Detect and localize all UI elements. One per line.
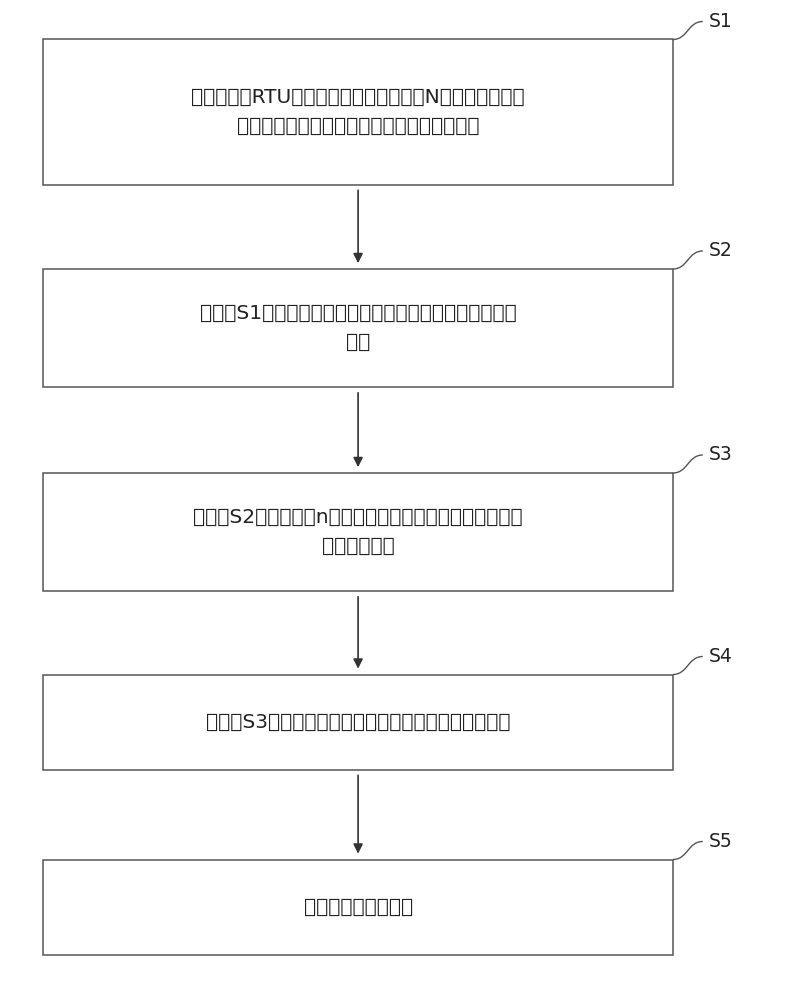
Bar — [43, 269, 673, 387]
Text: S5: S5 — [709, 832, 733, 851]
Bar — [43, 39, 673, 184]
Text: S3: S3 — [709, 446, 733, 464]
Text: S2: S2 — [709, 241, 733, 260]
Text: S4: S4 — [709, 647, 733, 666]
Bar — [43, 859, 673, 954]
Text: 对步骤S1重组的位移数据点进行数据增强，扩大到个点数
据集: 对步骤S1重组的位移数据点进行数据增强，扩大到个点数 据集 — [200, 304, 516, 352]
Bar — [43, 674, 673, 770]
Text: S1: S1 — [709, 12, 733, 31]
Text: 对步骤S3得到的函数进行代入计算，得出新位移数据集: 对步骤S3得到的函数进行代入计算，得出新位移数据集 — [206, 712, 510, 732]
Bar — [43, 473, 673, 591]
Text: 组成新的示功图数据: 组成新的示功图数据 — [304, 898, 412, 916]
Text: 井口控制器RTU根据冲程周期定间隔采集N点集载荷位移原
始数据，对原始数据以下死点重组示功图数据: 井口控制器RTU根据冲程周期定间隔采集N点集载荷位移原 始数据，对原始数据以下死… — [191, 88, 525, 136]
Text: 对步骤S2的数据进行n次多项式拟合，计算多项式系数，得
出多项式函数: 对步骤S2的数据进行n次多项式拟合，计算多项式系数，得 出多项式函数 — [194, 508, 523, 556]
